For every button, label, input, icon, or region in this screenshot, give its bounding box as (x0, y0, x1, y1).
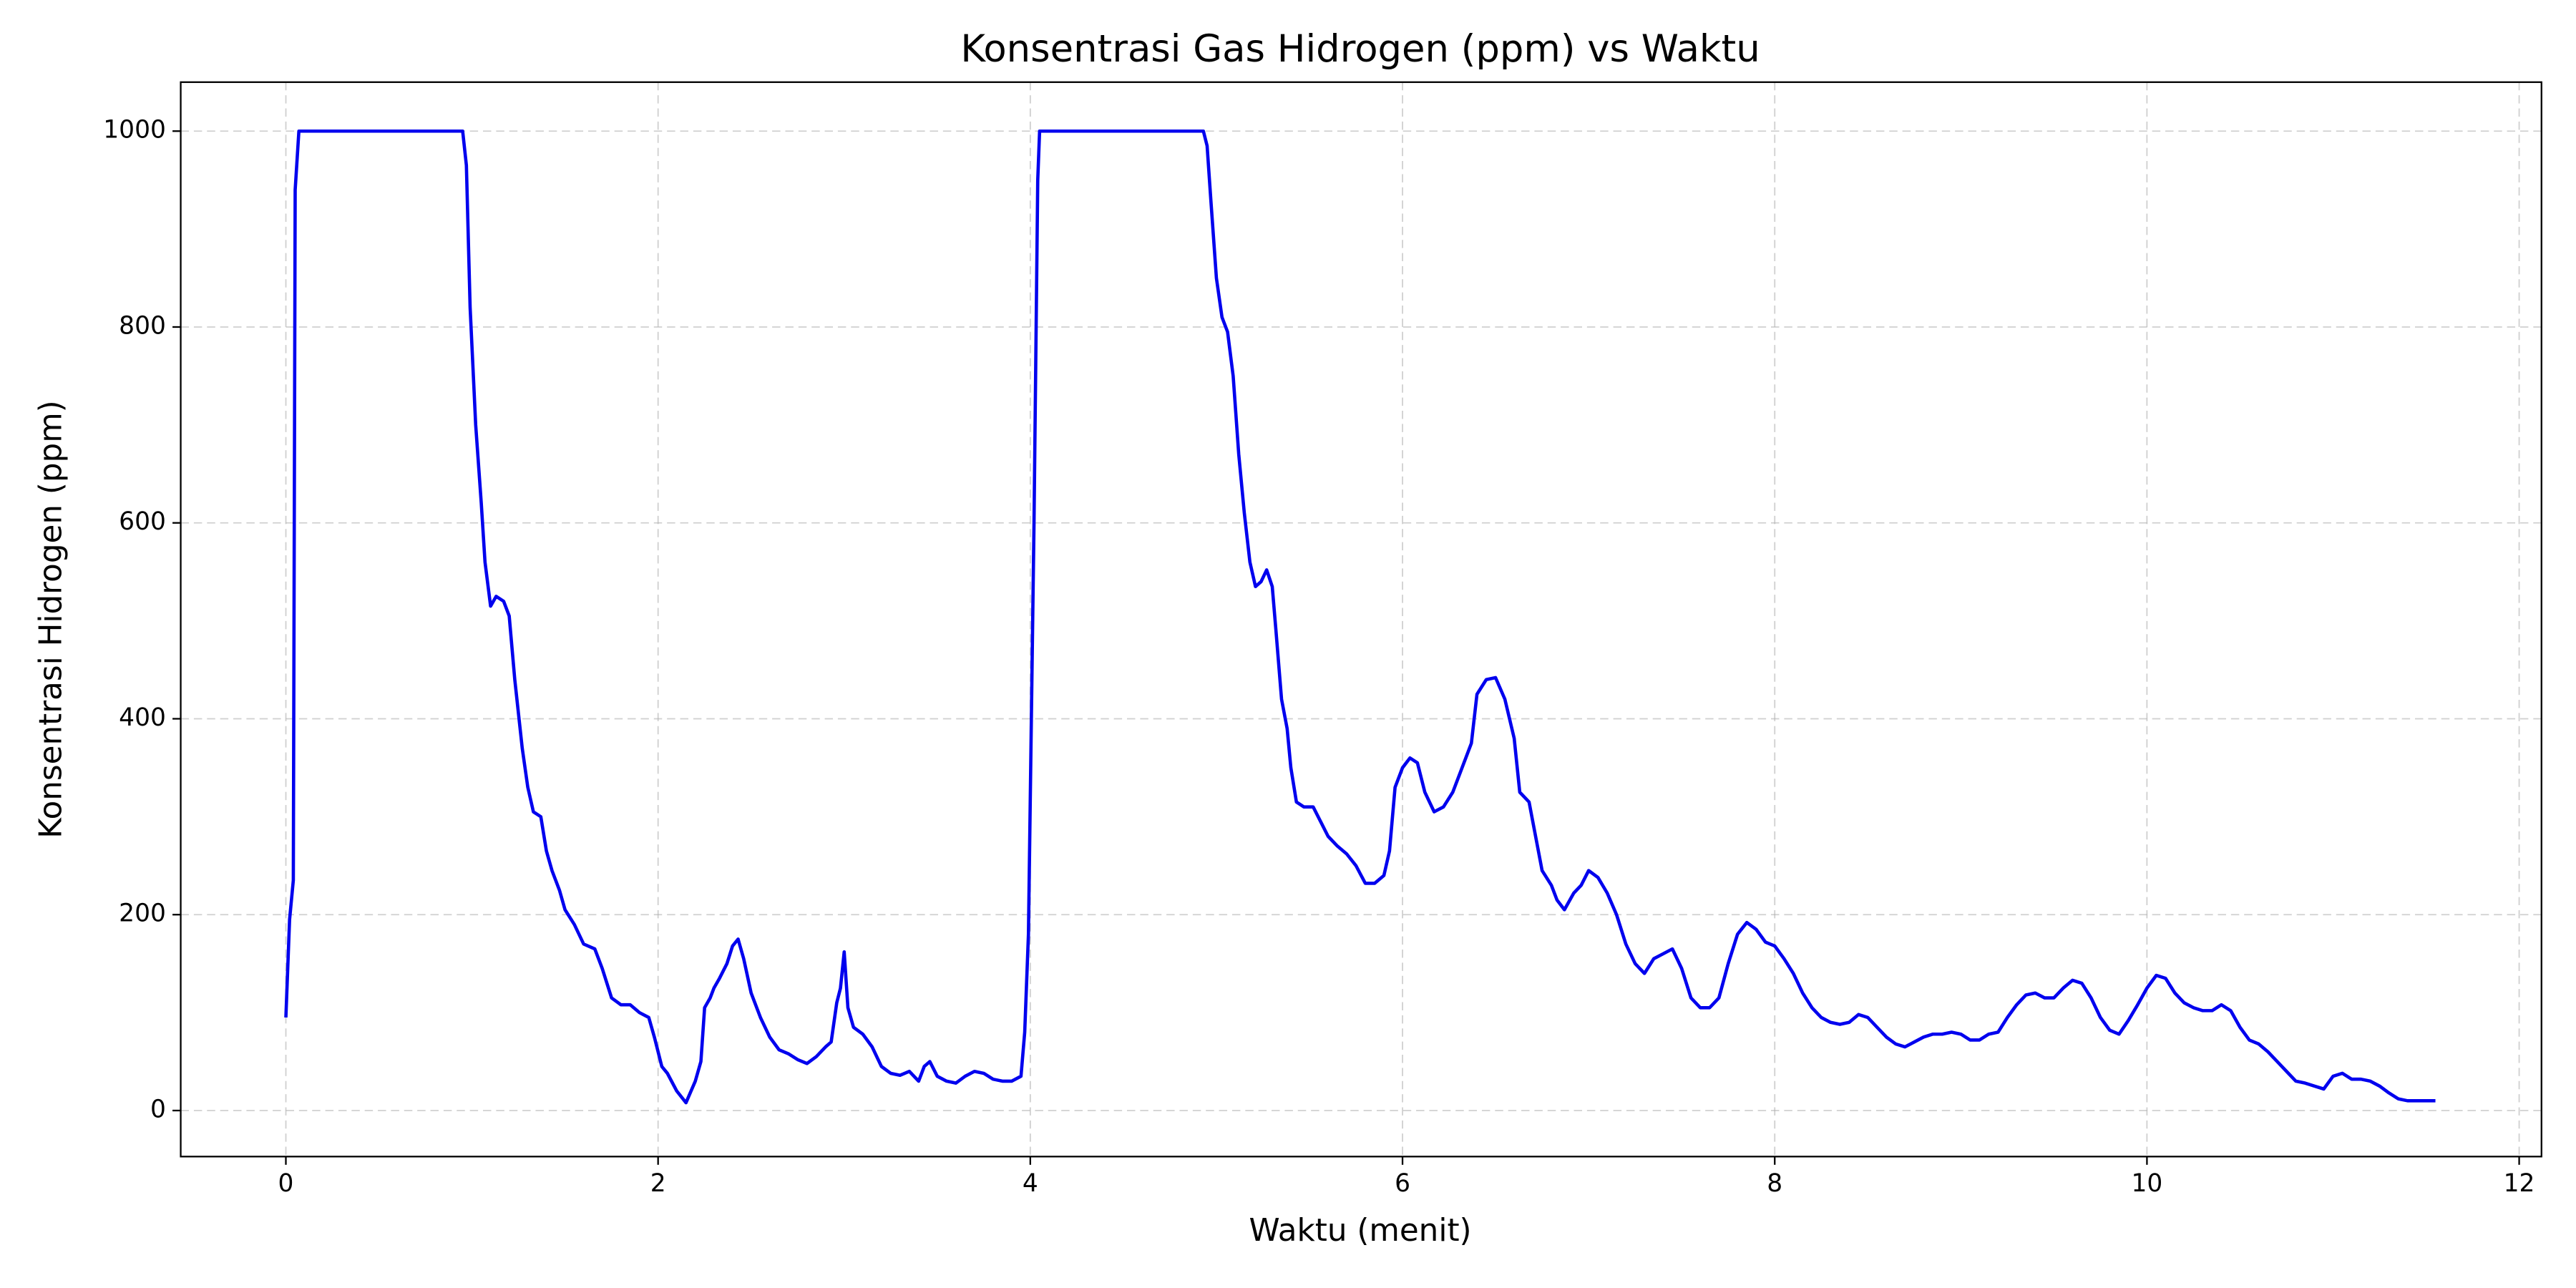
y-tick-label: 1000 (103, 116, 166, 145)
data-line (284, 129, 2436, 1105)
y-tick-label: 0 (150, 1095, 166, 1123)
x-tick-label: 10 (2131, 1169, 2162, 1198)
x-tick-label: 4 (1023, 1169, 1038, 1198)
y-tick-label: 600 (119, 507, 166, 536)
y-axis-label: Konsentrasi Hidrogen (ppm) (33, 400, 69, 839)
plot-frame (180, 81, 2542, 1158)
chart-title: Konsentrasi Gas Hidrogen (ppm) vs Waktu (960, 27, 1760, 71)
x-tick-label: 2 (650, 1169, 666, 1198)
x-tick-label: 0 (278, 1169, 294, 1198)
x-tick-label: 8 (1767, 1169, 1782, 1198)
x-tick-label: 12 (2504, 1169, 2535, 1198)
y-tick-label: 800 (119, 311, 166, 340)
y-tick-label: 400 (119, 703, 166, 732)
y-tick-label: 200 (119, 899, 166, 928)
x-axis-label: Waktu (menit) (1249, 1213, 1471, 1249)
x-tick-label: 6 (1395, 1169, 1410, 1198)
